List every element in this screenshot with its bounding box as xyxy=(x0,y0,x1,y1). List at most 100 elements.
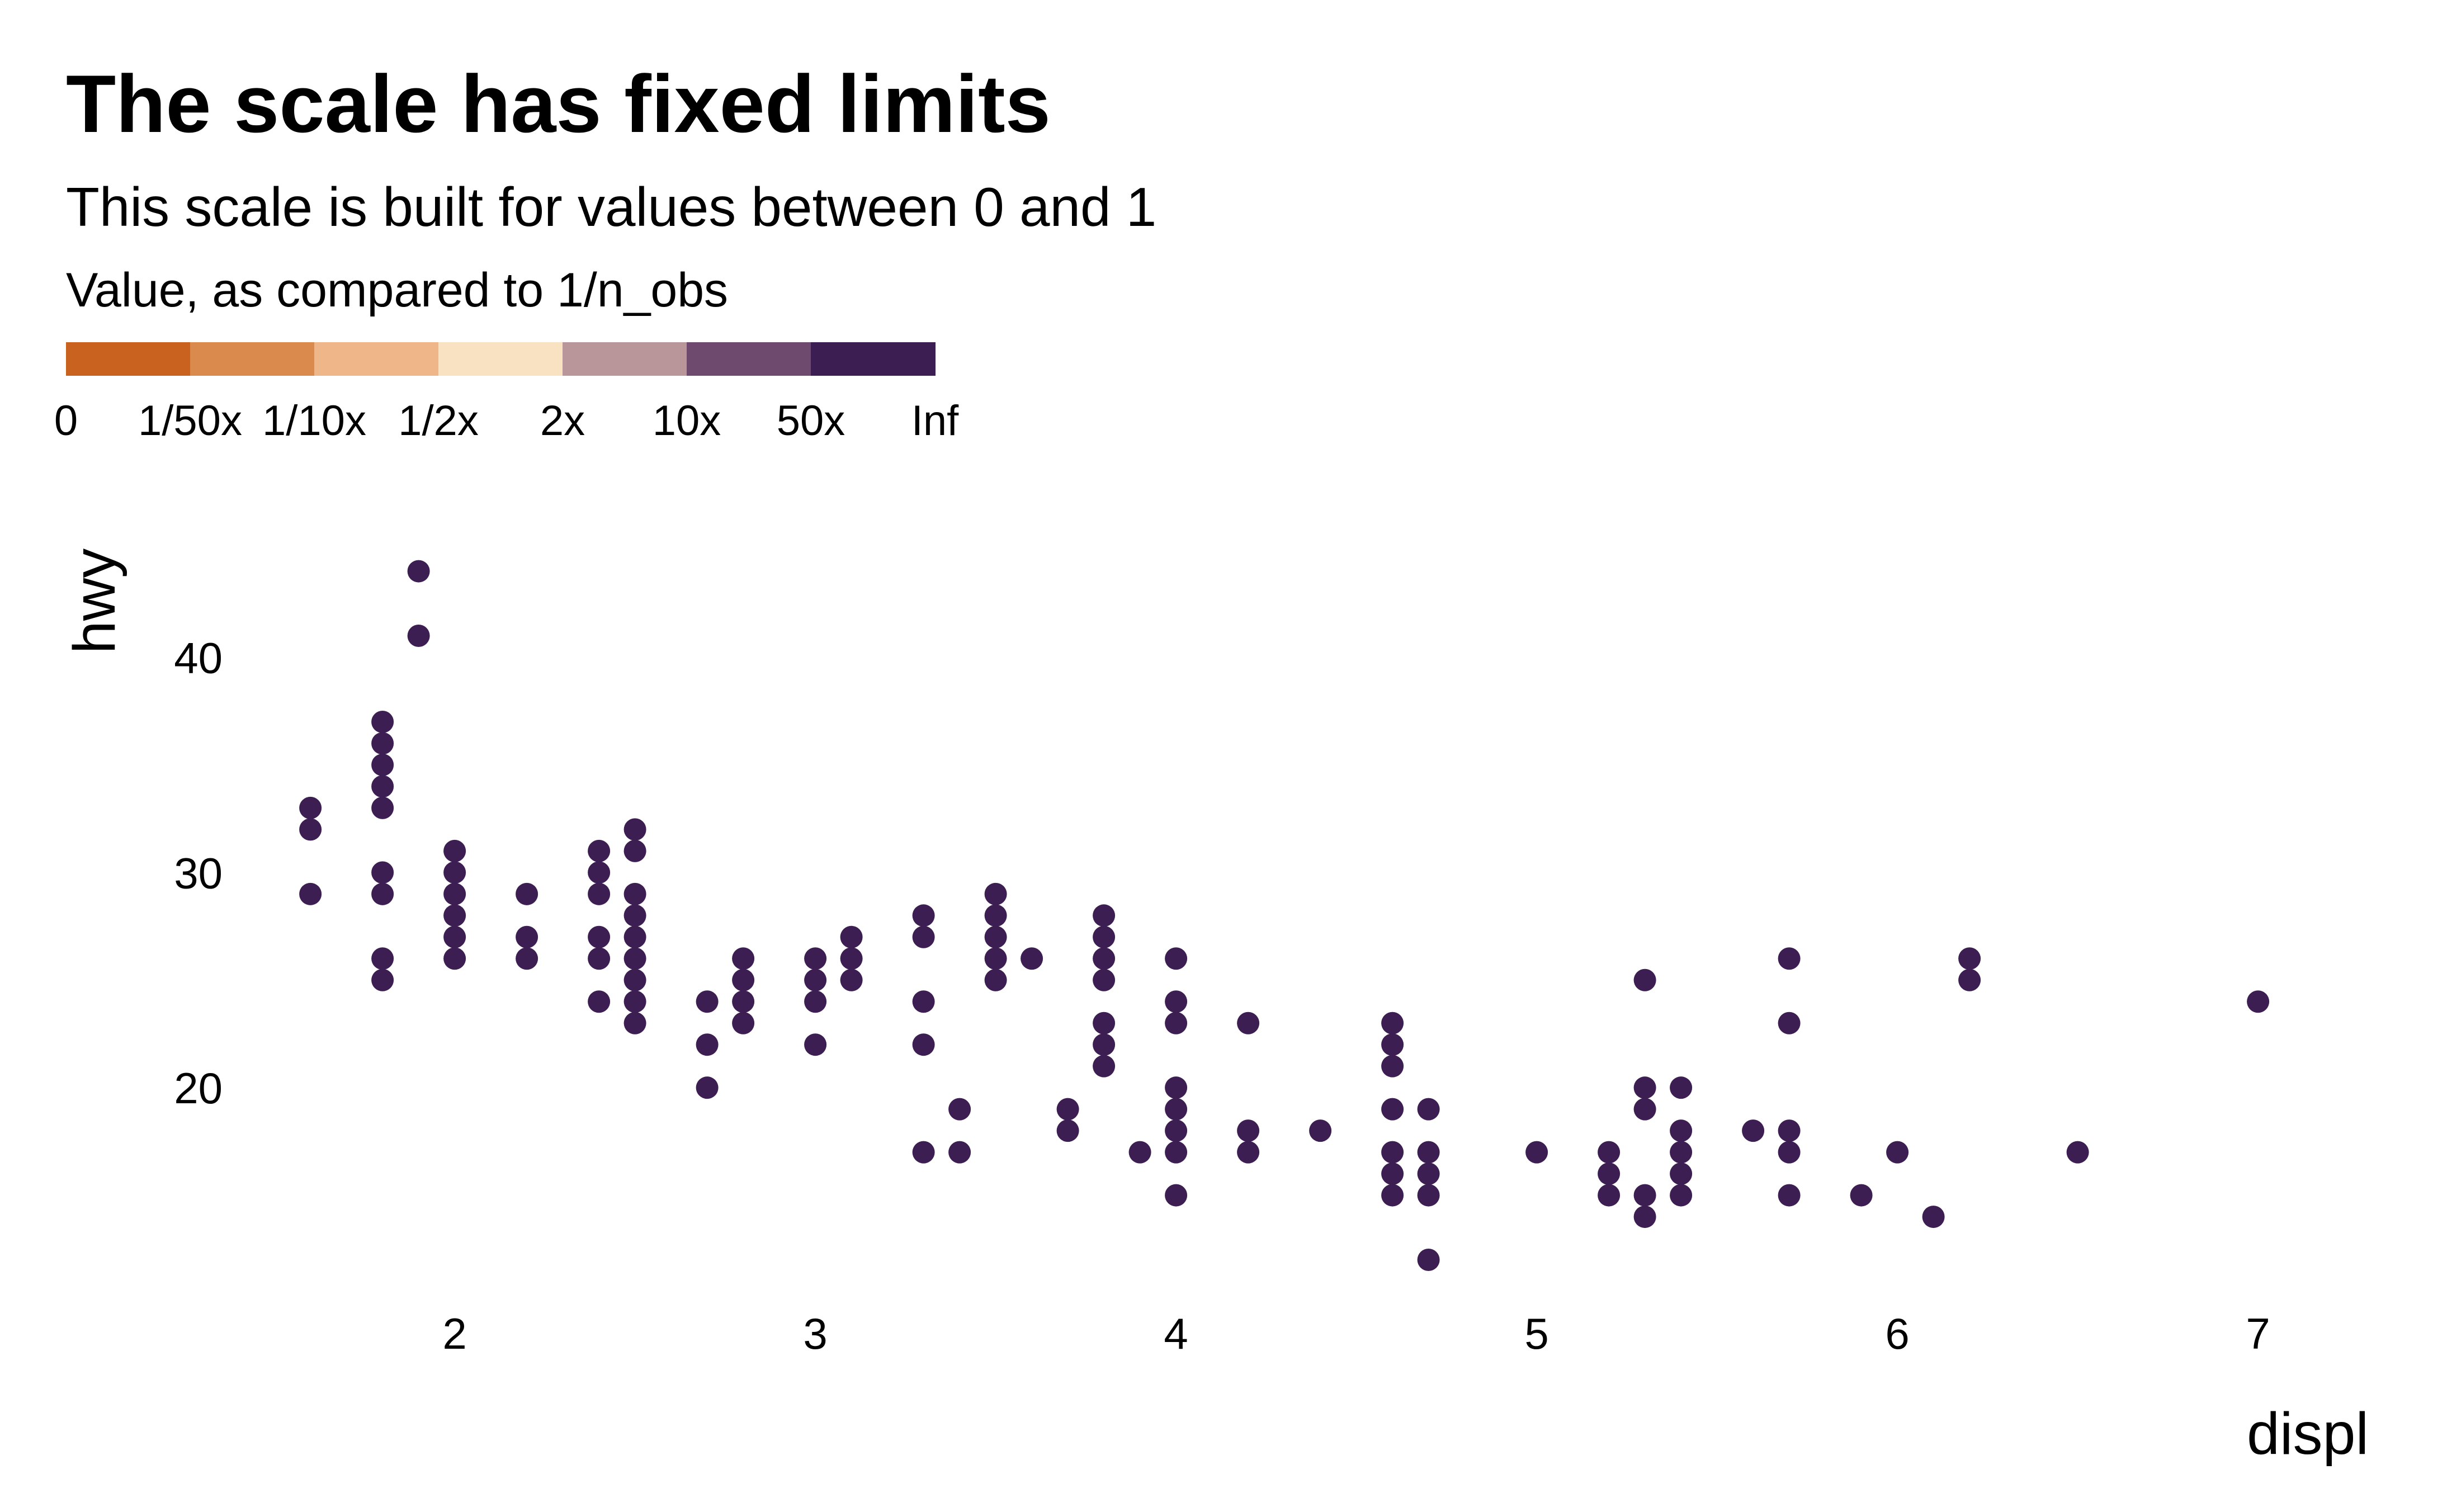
data-point xyxy=(732,1012,755,1034)
data-point xyxy=(1525,1141,1548,1164)
data-point xyxy=(804,1033,827,1056)
legend-swatch-6 xyxy=(811,342,936,376)
data-point xyxy=(732,968,755,991)
data-point xyxy=(443,861,466,884)
data-point xyxy=(299,796,322,819)
data-point xyxy=(840,947,863,970)
legend-swatch-3 xyxy=(438,342,563,376)
data-point xyxy=(371,710,394,733)
data-point xyxy=(371,796,394,819)
data-point xyxy=(371,947,394,970)
data-point xyxy=(1056,1119,1079,1142)
data-point xyxy=(1381,1163,1404,1185)
legend: Value, as compared to 1/n_obs 0 1/50x 1/10… xyxy=(54,263,959,445)
data-point xyxy=(984,925,1007,948)
data-point xyxy=(299,818,322,841)
data-point xyxy=(1381,1141,1404,1164)
data-point xyxy=(912,925,935,948)
legend-swatch-2 xyxy=(314,342,439,376)
data-point xyxy=(840,968,863,991)
data-point xyxy=(588,839,611,862)
x-axis: 2 3 4 5 6 7 xyxy=(442,1309,2270,1358)
data-point xyxy=(1633,1076,1656,1099)
data-point xyxy=(1417,1098,1440,1121)
data-point xyxy=(588,882,611,905)
data-point xyxy=(732,990,755,1013)
data-point xyxy=(1165,1119,1188,1142)
data-point xyxy=(1778,947,1801,970)
data-point xyxy=(1093,904,1116,927)
data-point xyxy=(1670,1184,1693,1207)
x-tick-label: 6 xyxy=(1885,1309,1909,1358)
x-tick-label: 3 xyxy=(803,1309,827,1358)
data-point xyxy=(588,925,611,948)
data-point xyxy=(623,968,646,991)
data-point xyxy=(1381,1012,1404,1034)
x-axis-label: displ xyxy=(2247,1401,2369,1467)
legend-swatch-1 xyxy=(190,342,315,376)
data-point xyxy=(443,904,466,927)
legend-label: 0 xyxy=(54,397,78,445)
data-point xyxy=(912,904,935,927)
data-point xyxy=(623,1012,646,1034)
data-point xyxy=(804,947,827,970)
data-point xyxy=(948,1098,971,1121)
data-point xyxy=(299,882,322,905)
data-point xyxy=(696,1076,719,1099)
data-point xyxy=(443,839,466,862)
data-point xyxy=(1165,990,1188,1013)
data-point xyxy=(732,947,755,970)
data-point xyxy=(1093,947,1116,970)
data-point xyxy=(1381,1033,1404,1056)
data-point xyxy=(623,882,646,905)
data-point xyxy=(1670,1076,1693,1099)
data-point xyxy=(1670,1163,1693,1185)
legend-label: 50x xyxy=(777,397,845,445)
data-point xyxy=(1021,947,1043,970)
data-point xyxy=(1165,1184,1188,1207)
x-tick-label: 2 xyxy=(442,1309,466,1358)
legend-label: 10x xyxy=(653,397,721,445)
data-point xyxy=(2066,1141,2089,1164)
data-point xyxy=(1093,968,1116,991)
data-point xyxy=(696,990,719,1013)
data-point xyxy=(1417,1184,1440,1207)
data-point xyxy=(1381,1184,1404,1207)
data-point xyxy=(1417,1141,1440,1164)
data-point xyxy=(1598,1141,1621,1164)
y-axis-label: hwy xyxy=(62,549,127,654)
data-point xyxy=(1778,1012,1801,1034)
data-point xyxy=(804,968,827,991)
data-point xyxy=(588,861,611,884)
data-point xyxy=(1958,968,1981,991)
data-point xyxy=(1165,1141,1188,1164)
data-point xyxy=(371,753,394,776)
data-point xyxy=(2247,990,2270,1013)
data-point xyxy=(912,1141,935,1164)
y-axis: 20 30 40 xyxy=(174,634,223,1113)
legend-label: 1/2x xyxy=(398,397,479,445)
data-point xyxy=(1165,1098,1188,1121)
data-point xyxy=(443,925,466,948)
data-point xyxy=(696,1033,719,1056)
data-point xyxy=(623,925,646,948)
data-point xyxy=(1309,1119,1332,1142)
data-point xyxy=(984,904,1007,927)
data-point xyxy=(623,818,646,841)
data-point xyxy=(623,904,646,927)
chart-title: The scale has fixed limits xyxy=(66,58,1051,149)
data-point xyxy=(1237,1012,1260,1034)
data-point xyxy=(1237,1141,1260,1164)
data-point xyxy=(1381,1098,1404,1121)
data-point xyxy=(1886,1141,1909,1164)
data-point xyxy=(1417,1163,1440,1185)
data-point xyxy=(804,990,827,1013)
data-point xyxy=(984,882,1007,905)
data-point xyxy=(1778,1141,1801,1164)
x-tick-label: 4 xyxy=(1164,1309,1188,1358)
data-point xyxy=(1633,1184,1656,1207)
legend-label: 1/50x xyxy=(138,397,242,445)
data-point xyxy=(443,882,466,905)
data-point xyxy=(371,861,394,884)
data-point xyxy=(912,1033,935,1056)
